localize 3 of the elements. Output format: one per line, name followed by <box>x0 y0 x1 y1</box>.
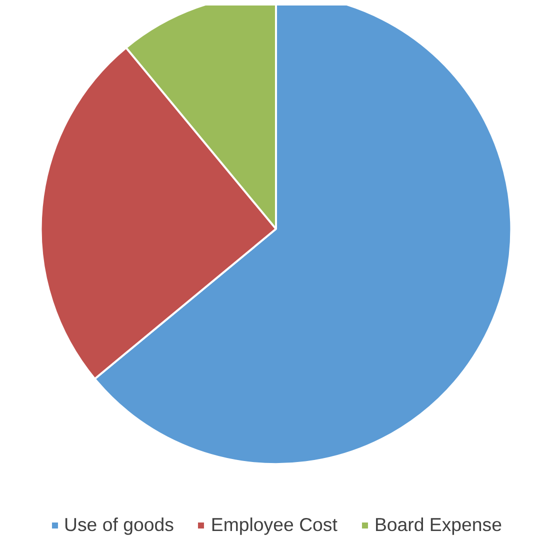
legend-label: Employee Cost <box>210 514 338 536</box>
legend-label: Board Expense <box>374 514 502 536</box>
legend-label: Use of goods <box>64 514 174 536</box>
